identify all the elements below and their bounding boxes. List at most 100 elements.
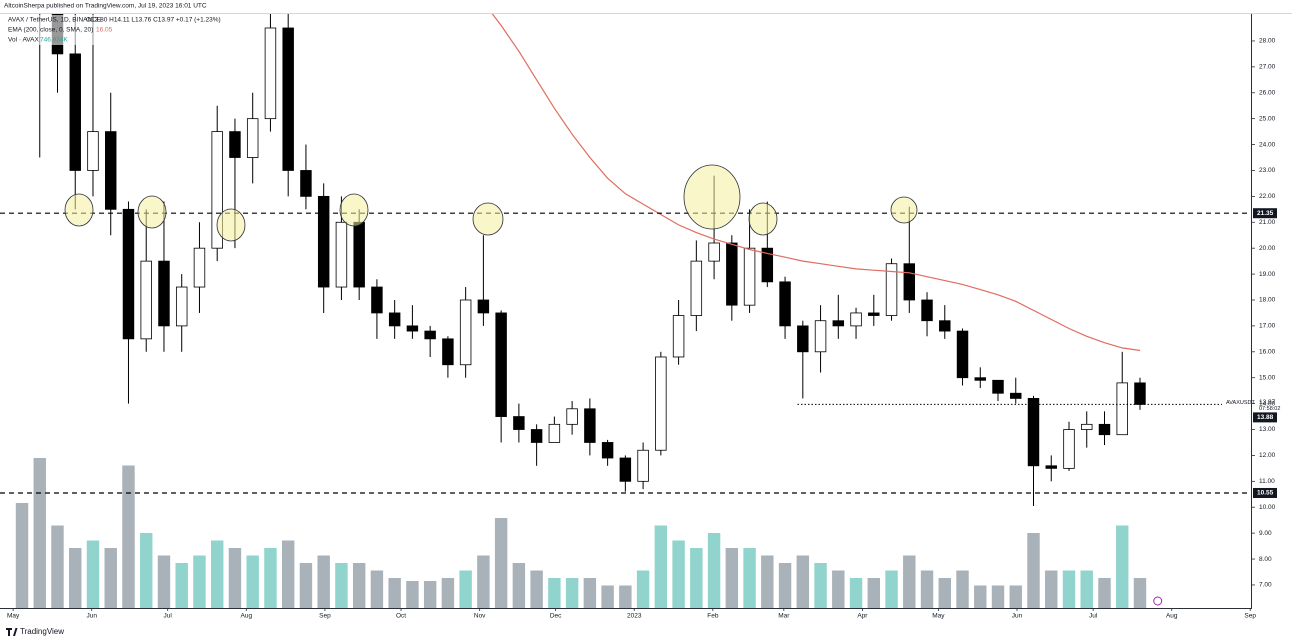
volume-bar — [778, 563, 792, 608]
y-tick-label: 14.00 — [1259, 400, 1276, 407]
volume-bar — [903, 555, 916, 608]
volume-bar — [1080, 570, 1093, 608]
x-tick-label: Aug — [1166, 613, 1178, 620]
x-tick-label: Jul — [1089, 613, 1098, 620]
candle-body — [548, 423, 561, 443]
volume-bar — [619, 585, 632, 608]
candle-body — [158, 260, 170, 327]
y-tick-label: 28.00 — [1259, 38, 1276, 45]
y-tick-label: 25.00 — [1259, 115, 1276, 122]
candle-body — [105, 131, 117, 210]
plot-area — [0, 14, 1250, 608]
candle-body — [726, 242, 738, 306]
legend: AVAX / TetherUS, 1D, BINANCE O13.80 H14.… — [4, 15, 221, 45]
volume-bar — [51, 525, 64, 608]
candle-body — [459, 299, 472, 366]
candle-body — [921, 299, 933, 322]
volume-bar — [352, 563, 366, 608]
last-price-symbol: AVAXUSDT — [1226, 400, 1255, 406]
highlight-circle — [339, 193, 369, 227]
volume-bar — [122, 465, 135, 608]
legend-bg — [4, 15, 124, 45]
volume-bar — [1045, 570, 1058, 608]
y-tick-label: 12.00 — [1259, 452, 1276, 459]
candle-body — [850, 312, 862, 327]
y-tick-label: 15.00 — [1259, 374, 1276, 381]
candle-body — [566, 408, 578, 425]
volume-bar — [885, 570, 898, 608]
candle-body — [530, 429, 543, 443]
candle-body — [229, 131, 241, 158]
x-tick-label: Nov — [474, 613, 486, 620]
x-tick-label: 2023 — [627, 613, 642, 620]
y-tick-label: 8.00 — [1259, 556, 1272, 563]
y-tick-label: 20.00 — [1259, 245, 1276, 252]
last-price-label: 13.97 — [1259, 399, 1276, 406]
candle-body — [495, 312, 507, 417]
candle-body — [761, 247, 774, 283]
y-tick-label: 16.00 — [1259, 349, 1276, 356]
y-tick-label: 10.00 — [1259, 504, 1276, 511]
candle-body — [353, 221, 365, 288]
volume-bar — [938, 578, 951, 608]
candle-body — [1134, 382, 1146, 405]
volume-bar — [86, 540, 100, 608]
x-tick-label: Jul — [164, 613, 173, 620]
volume-bar — [1133, 578, 1147, 608]
candle-body — [282, 27, 294, 171]
x-tick-label: Feb — [707, 613, 719, 620]
x-tick-label: Oct — [396, 613, 406, 620]
replay-icon — [1153, 596, 1163, 606]
candle-body — [743, 247, 756, 306]
candle-body — [1045, 465, 1057, 469]
x-tick-label: Sep — [1244, 613, 1256, 620]
candle-body — [175, 286, 188, 327]
volume-bar — [1027, 533, 1040, 608]
volume-bar — [423, 581, 437, 608]
candle-body — [779, 281, 791, 327]
volume-bar — [636, 570, 650, 608]
x-tick-label: May — [932, 613, 945, 620]
brand-logo — [6, 628, 18, 636]
candle-body — [264, 27, 277, 120]
highlight-circle — [890, 196, 918, 224]
volume-bar — [1062, 570, 1076, 608]
publisher: AltcoinSherpa published on TradingView.c… — [4, 3, 207, 10]
volume-bar — [477, 555, 490, 608]
y-tick-label: 13.00 — [1259, 426, 1276, 433]
candle-body — [87, 131, 99, 171]
x-tick-label: May — [7, 613, 20, 620]
volume-bar — [565, 578, 579, 608]
volume-bar — [1098, 578, 1111, 608]
volume-bar — [210, 540, 224, 608]
volume-bar — [104, 548, 117, 608]
volume-bar — [317, 555, 330, 608]
candle-body — [974, 377, 986, 381]
volume-bar — [299, 563, 313, 608]
y-tick-label: 19.00 — [1259, 271, 1276, 278]
candle-body — [317, 195, 330, 288]
candle-body — [797, 325, 809, 353]
volume-bar — [69, 548, 82, 608]
volume-bar — [281, 540, 295, 608]
highlight-circle — [216, 208, 246, 242]
candle-body — [69, 53, 81, 171]
candle-body — [193, 247, 206, 288]
volume-bar — [264, 548, 277, 608]
volume-bar — [725, 548, 739, 608]
x-tick-label: Mar — [778, 613, 790, 620]
volume-bar — [530, 570, 543, 608]
candle-body — [442, 338, 454, 366]
x-tick-label: Jun — [1012, 613, 1023, 620]
volume-bar — [459, 570, 472, 608]
x-tick-label: Aug — [241, 613, 253, 620]
volume-bar — [601, 585, 614, 608]
highlight-circle — [137, 195, 167, 229]
volume-bar — [1009, 585, 1022, 608]
volume-bar — [743, 548, 756, 608]
legend-vol: Vol · AVAX — [8, 37, 39, 44]
y-tick-label: 17.00 — [1259, 323, 1276, 330]
candle-body — [885, 263, 898, 316]
legend-vol-value: 746.934K — [40, 37, 68, 44]
